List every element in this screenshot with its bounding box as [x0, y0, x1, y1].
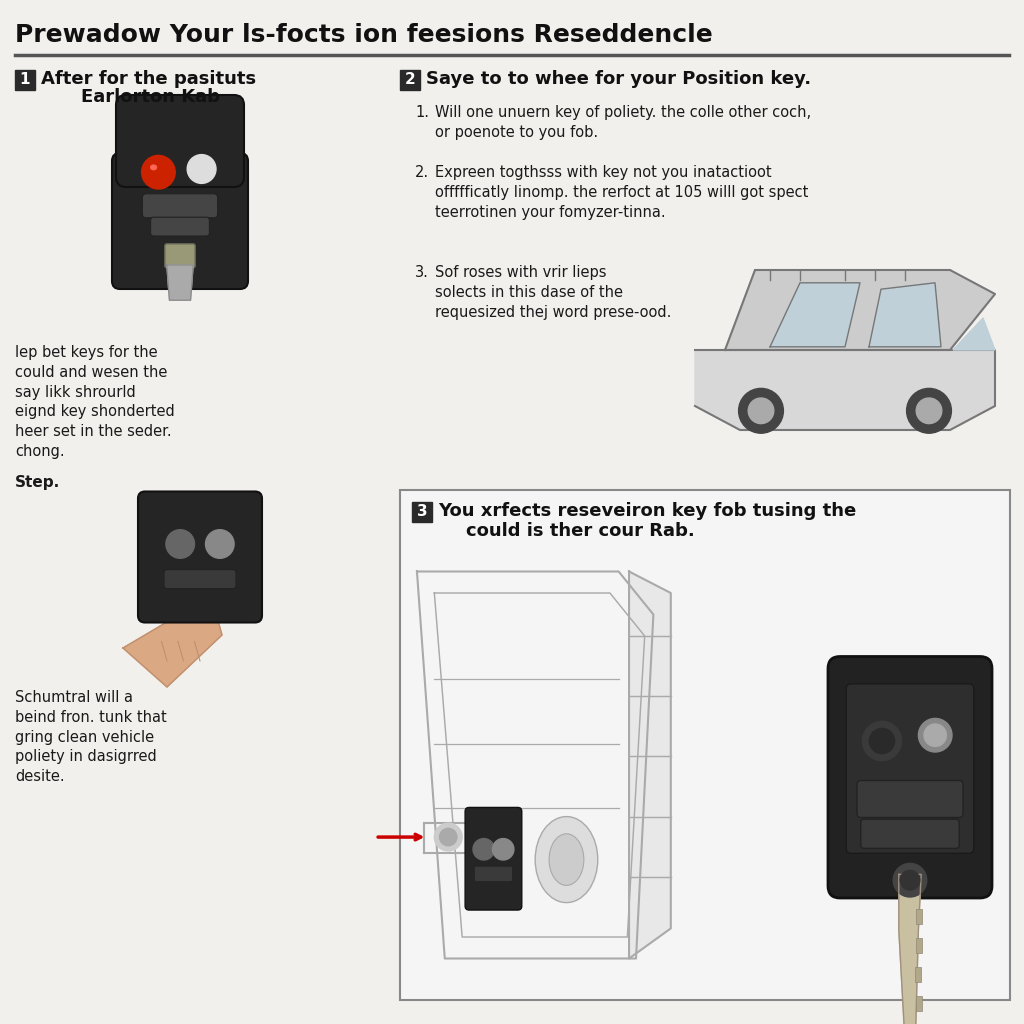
Circle shape — [893, 863, 927, 897]
Circle shape — [166, 529, 195, 558]
Text: 1.: 1. — [415, 105, 429, 120]
Ellipse shape — [549, 834, 584, 886]
Text: After for the pasituts: After for the pasituts — [41, 70, 256, 88]
Circle shape — [919, 719, 952, 752]
Polygon shape — [123, 596, 222, 687]
Text: Earlorton Kab: Earlorton Kab — [81, 88, 220, 106]
Text: Saye to to whee for your Position key.: Saye to to whee for your Position key. — [426, 70, 811, 88]
FancyBboxPatch shape — [116, 95, 244, 187]
Polygon shape — [770, 283, 860, 347]
Ellipse shape — [536, 816, 598, 902]
Circle shape — [906, 388, 951, 433]
Text: lep bet keys for the
could and wesen the
say likk shrourld
eignd key shonderted
: lep bet keys for the could and wesen the… — [15, 345, 175, 459]
Circle shape — [439, 828, 457, 846]
Text: 3: 3 — [417, 505, 427, 519]
Polygon shape — [695, 350, 995, 430]
FancyBboxPatch shape — [474, 866, 512, 882]
FancyBboxPatch shape — [400, 490, 1010, 1000]
Text: Schumtral will a
beind fron. tunk that
gring clean vehicle
poliety in dasigrred
: Schumtral will a beind fron. tunk that g… — [15, 690, 167, 784]
Text: 2.: 2. — [415, 165, 429, 180]
Text: Expreen togthsss with key not you inatactioot
offffficatly linomp. the rerfoct a: Expreen togthsss with key not you inatac… — [435, 165, 808, 219]
FancyBboxPatch shape — [400, 70, 420, 90]
Ellipse shape — [150, 165, 158, 170]
FancyBboxPatch shape — [857, 780, 963, 817]
Circle shape — [738, 388, 783, 433]
Circle shape — [924, 724, 946, 746]
Circle shape — [916, 398, 942, 424]
Text: Step.: Step. — [15, 475, 60, 490]
FancyBboxPatch shape — [916, 938, 922, 952]
Polygon shape — [899, 874, 922, 1024]
FancyBboxPatch shape — [164, 569, 236, 589]
FancyBboxPatch shape — [15, 70, 35, 90]
Text: Prewadow Your ls-focts ion feesions Reseddencle: Prewadow Your ls-focts ion feesions Rese… — [15, 23, 713, 47]
FancyBboxPatch shape — [916, 909, 922, 924]
FancyBboxPatch shape — [151, 217, 209, 236]
Circle shape — [749, 398, 774, 424]
FancyBboxPatch shape — [138, 492, 262, 623]
FancyBboxPatch shape — [142, 194, 218, 218]
FancyBboxPatch shape — [846, 684, 974, 853]
FancyBboxPatch shape — [916, 996, 922, 1011]
FancyBboxPatch shape — [914, 968, 921, 982]
Polygon shape — [869, 283, 941, 347]
Text: could is ther cour Rab.: could is ther cour Rab. — [466, 522, 694, 540]
Polygon shape — [167, 265, 194, 300]
Text: 1: 1 — [19, 73, 31, 87]
Text: 3.: 3. — [415, 265, 429, 280]
Circle shape — [434, 823, 462, 851]
Circle shape — [862, 721, 901, 761]
Text: 2: 2 — [404, 73, 416, 87]
FancyBboxPatch shape — [410, 550, 758, 980]
FancyBboxPatch shape — [828, 656, 992, 898]
Circle shape — [869, 728, 895, 754]
FancyBboxPatch shape — [861, 819, 959, 849]
Polygon shape — [953, 318, 995, 350]
FancyBboxPatch shape — [412, 502, 432, 522]
FancyBboxPatch shape — [112, 153, 248, 289]
Circle shape — [187, 155, 216, 183]
Circle shape — [141, 156, 175, 189]
Text: Will one unuern key of poliety. the colle other coch,
or poenote to you fob.: Will one unuern key of poliety. the coll… — [435, 105, 811, 140]
Polygon shape — [725, 270, 995, 350]
FancyBboxPatch shape — [465, 808, 522, 910]
Circle shape — [900, 870, 920, 890]
Text: Sof roses with vrir lieps
solects in this dase of the
requesized thej word prese: Sof roses with vrir lieps solects in thi… — [435, 265, 672, 319]
Text: You xrfects reseveiron key fob tusing the: You xrfects reseveiron key fob tusing th… — [438, 502, 856, 520]
Circle shape — [493, 839, 514, 860]
FancyBboxPatch shape — [165, 244, 196, 268]
Polygon shape — [629, 571, 671, 958]
Circle shape — [206, 529, 234, 558]
Circle shape — [473, 839, 495, 860]
